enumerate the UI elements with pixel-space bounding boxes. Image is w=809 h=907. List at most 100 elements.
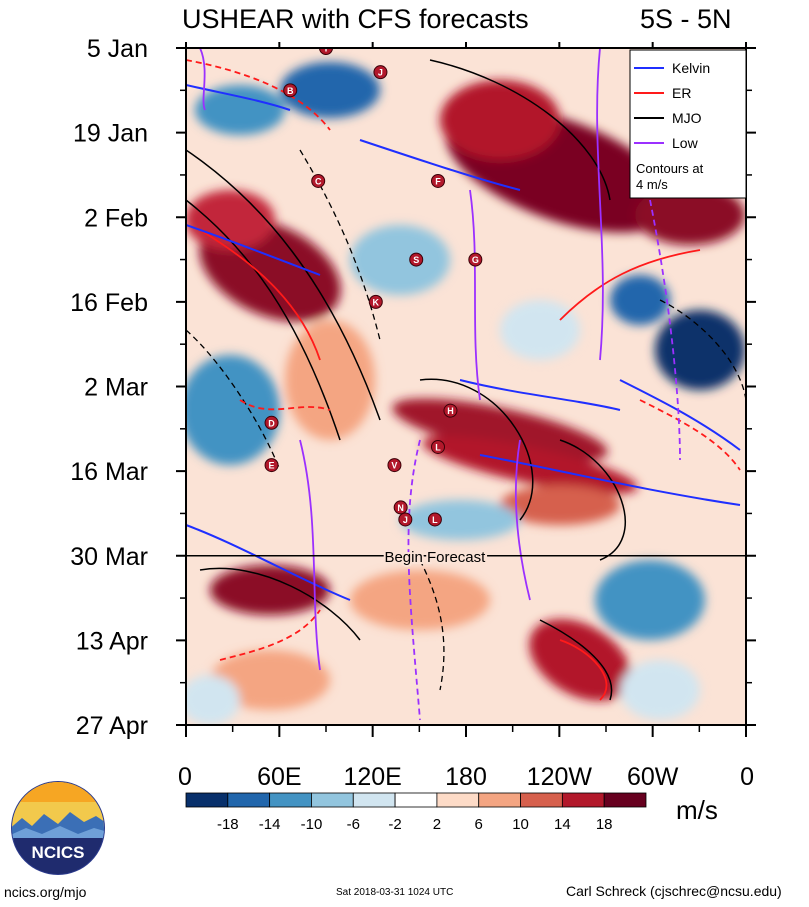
- storm-letter: L: [432, 515, 438, 525]
- y-tick-label: 27 Apr: [76, 712, 148, 740]
- colorbar-segment: [561, 792, 605, 808]
- storm-marker: C: [311, 173, 326, 188]
- colorbar-tick-label: 6: [475, 816, 483, 833]
- x-tick-label: 0: [740, 763, 754, 791]
- storm-marker: J: [373, 65, 388, 80]
- y-tick-label: 16 Feb: [70, 289, 148, 317]
- storm-letter: L: [435, 442, 441, 452]
- colorbar-segment: [520, 792, 563, 808]
- storm-circle: [387, 458, 402, 473]
- colorbar-tick-label: 18: [596, 816, 613, 833]
- x-tick-label: 60W: [627, 763, 679, 791]
- legend-note: Contours at 4 m/s: [636, 161, 704, 192]
- storm-letter: G: [472, 255, 479, 265]
- storm-circle: [368, 294, 383, 309]
- storm-marker: I: [319, 44, 333, 55]
- storm-circle: [283, 83, 298, 98]
- colorbar-segment: [436, 792, 480, 808]
- storm-circle: [409, 252, 424, 267]
- storm-circle: [264, 458, 279, 473]
- storm-marker: F: [431, 173, 445, 188]
- storm-marker: L: [431, 439, 445, 454]
- y-tick-label: 30 Mar: [70, 543, 148, 571]
- colorbar-tick-label: -10: [301, 816, 323, 833]
- colorbar-tick-label: -18: [217, 816, 239, 833]
- storm-letter: B: [287, 86, 294, 96]
- storm-letter: K: [373, 297, 380, 307]
- storm-marker: H: [443, 403, 458, 418]
- colorbar-segment: [227, 792, 271, 808]
- storm-circle: [264, 415, 279, 430]
- legend-label: MJO: [672, 110, 702, 126]
- y-tick-label: 2 Feb: [84, 204, 148, 232]
- storm-circle: [431, 173, 445, 188]
- storm-circle: [431, 439, 445, 454]
- storm-marker: E: [264, 458, 279, 473]
- legend-label: ER: [672, 85, 691, 101]
- storm-letter: S: [413, 255, 419, 265]
- forecast-label: Begin Forecast: [384, 549, 486, 566]
- storm-letter: I: [325, 44, 328, 54]
- shear-field: [186, 62, 745, 725]
- x-tick-label: 60E: [257, 763, 301, 791]
- colorbar-tick-label: -6: [347, 816, 360, 833]
- storm-letter: J: [378, 68, 383, 78]
- footer-author: Carl Schreck (cjschrec@ncsu.edu): [566, 883, 782, 899]
- storm-marker: K: [368, 294, 383, 309]
- colorbar-segment: [185, 792, 229, 808]
- storm-letter: C: [315, 176, 322, 186]
- x-tick-label: 120E: [343, 763, 401, 791]
- filter-contours: [186, 48, 746, 721]
- storm-letter: D: [268, 418, 275, 428]
- colorbar-units: m/s: [676, 795, 718, 825]
- storm-marker: B: [283, 83, 298, 98]
- colorbar-tick-label: 10: [512, 816, 529, 833]
- x-tick-label: 180: [445, 763, 487, 791]
- storm-circle: [393, 500, 408, 515]
- storm-circle: [398, 512, 413, 527]
- storm-circle: [468, 252, 483, 267]
- footer-url[interactable]: ncics.org/mjo: [4, 884, 87, 900]
- storm-letter: H: [447, 406, 454, 416]
- y-tick-label: 16 Mar: [70, 458, 148, 486]
- storm-circle: [311, 173, 326, 188]
- storm-letter: F: [435, 176, 441, 186]
- x-tick-label: 0: [178, 763, 192, 791]
- colorbar-tick-label: 14: [554, 816, 571, 833]
- legend-box: [629, 49, 747, 199]
- storm-marker: L: [427, 512, 442, 527]
- legend-entry: Low: [634, 135, 699, 151]
- legend-entry: MJO: [634, 110, 702, 126]
- y-tick-label: 2 Mar: [84, 374, 148, 402]
- colorbar-segment: [269, 792, 312, 808]
- y-axis: 5 Jan 19 Jan 2 Feb 16 Feb 2 Mar 16 Mar 30 Mar 1…: [70, 35, 756, 740]
- legend-entry: ER: [634, 85, 691, 101]
- colorbar-tick-label: -14: [259, 816, 281, 833]
- colorbar-segment: [478, 792, 521, 808]
- x-axis: 0 60E 120E 180 120W 60W 0: [178, 42, 754, 791]
- footer-timestamp: Sat 2018-03-31 1024 UTC: [336, 887, 454, 898]
- storm-marker: G: [468, 252, 483, 267]
- colorbar-segment: [352, 792, 396, 808]
- storm-circle: [319, 48, 333, 55]
- storm-letter: E: [269, 461, 275, 471]
- storm-marker: N: [393, 500, 408, 515]
- colorbar-tick-label: -2: [388, 816, 401, 833]
- y-tick-label: 19 Jan: [73, 120, 148, 148]
- storm-letter: N: [397, 503, 404, 513]
- storm-circle: [373, 65, 388, 80]
- colorbar-tick-label: 2: [433, 816, 441, 833]
- storm-letter: J: [403, 515, 408, 525]
- storm-circle: [443, 403, 458, 418]
- storm-marker: S: [409, 252, 424, 267]
- storm-letter: V: [391, 461, 397, 471]
- chart-title: USHEAR with CFS forecasts: [182, 4, 529, 34]
- colorbar-segment: [603, 792, 647, 808]
- y-tick-label: 5 Jan: [87, 35, 148, 63]
- storm-marker: D: [264, 415, 279, 430]
- storm-circle: [427, 512, 442, 527]
- colorbar-segment: [394, 792, 438, 808]
- storm-marker: V: [387, 458, 402, 473]
